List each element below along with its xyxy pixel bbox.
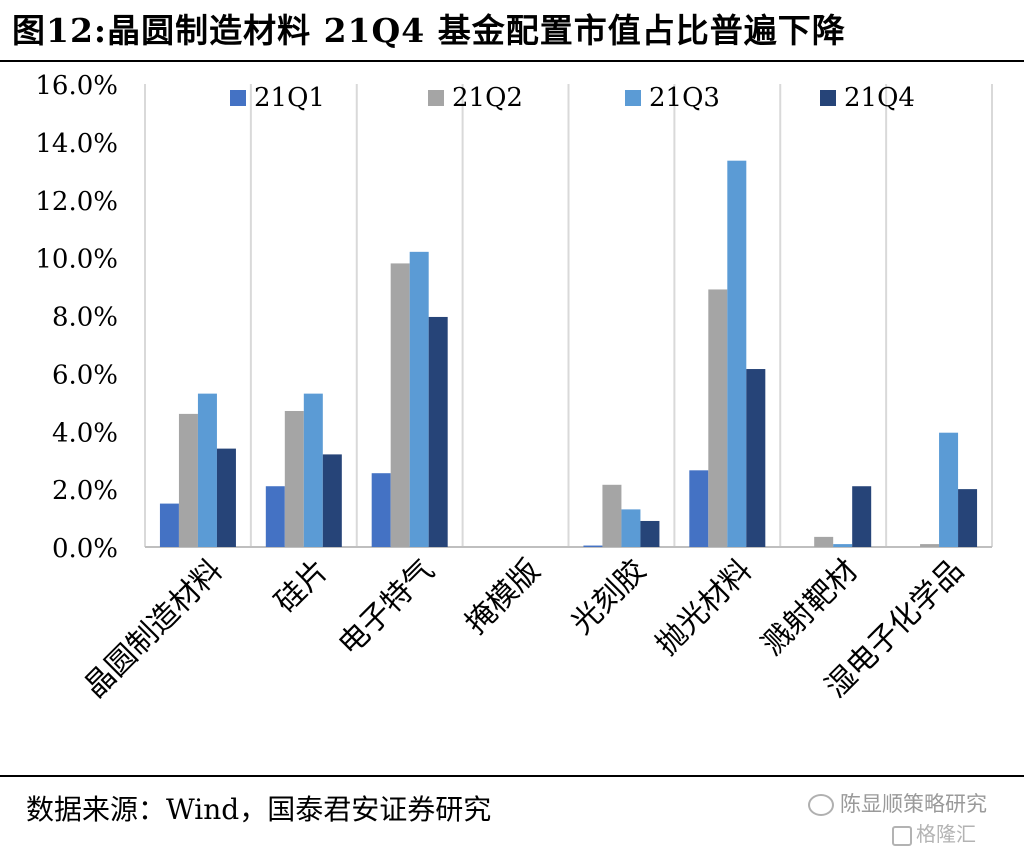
bars	[159, 160, 978, 547]
bar-21Q3-5	[727, 160, 747, 547]
bar-21Q1-4	[583, 545, 603, 547]
y-tick-label: 14.0%	[35, 129, 118, 159]
wechat-icon	[808, 794, 834, 816]
source-rule	[0, 775, 1024, 777]
bar-21Q3-0	[197, 393, 217, 547]
watermark-logo: 格隆汇	[892, 818, 976, 847]
y-tick-labels: 0.0% 2.0% 4.0% 6.0% 8.0% 10.0% 12.0% 14.0% 16.0%	[35, 71, 118, 564]
bar-21Q4-4	[640, 520, 660, 547]
grid-lines	[144, 84, 993, 547]
chart-title: 图12:晶圆制造材料 21Q4 基金配置市值占比普遍下降	[12, 11, 846, 50]
bar-21Q4-1	[322, 454, 342, 547]
bar-21Q3-2	[409, 251, 429, 547]
x-category-label: 溅射靶材	[755, 553, 865, 663]
title-rule	[0, 60, 1024, 62]
x-category-label: 硅片	[268, 553, 335, 620]
legend-label-21Q1: 21Q1	[254, 83, 325, 113]
legend-label-21Q4: 21Q4	[844, 83, 915, 113]
x-category-label: 电子特气	[332, 553, 442, 663]
bar-21Q4-7	[958, 489, 978, 547]
bar-21Q3-4	[621, 509, 641, 547]
bar-21Q4-2	[428, 316, 448, 547]
x-category-label: 光刻胶	[565, 553, 653, 641]
bar-21Q2-6	[814, 536, 834, 547]
bar-21Q2-1	[284, 410, 304, 547]
bar-21Q2-0	[178, 413, 198, 547]
y-tick-label: 6.0%	[52, 360, 118, 390]
bar-21Q3-6	[833, 544, 853, 547]
legend-swatch-21Q1	[230, 90, 246, 106]
bar-chart: 0.0% 2.0% 4.0% 6.0% 8.0% 10.0% 12.0% 14.0% 16.0%…	[35, 71, 993, 705]
bar-21Q2-4	[602, 484, 622, 547]
legend-swatch-21Q3	[625, 90, 641, 106]
y-tick-label: 0.0%	[52, 534, 118, 564]
bar-21Q2-2	[390, 263, 410, 547]
x-category-label: 晶圆制造材料	[78, 553, 230, 705]
legend-label-21Q3: 21Q3	[649, 83, 720, 113]
source-note: 数据来源：Wind，国泰君安证券研究	[26, 793, 492, 826]
bar-21Q3-7	[939, 432, 959, 547]
x-category-label: 掩模版	[459, 553, 547, 641]
x-category-label: 抛光材料	[649, 553, 759, 663]
bar-21Q4-0	[216, 448, 236, 547]
y-tick-label: 10.0%	[35, 245, 118, 275]
bar-21Q2-5	[708, 289, 728, 547]
watermark-logo-text: 格隆汇	[916, 822, 976, 846]
y-tick-label: 4.0%	[52, 418, 118, 448]
bar-21Q1-1	[265, 486, 285, 547]
logo-icon	[892, 825, 912, 846]
bar-21Q1-0	[159, 503, 179, 547]
bar-21Q4-6	[852, 486, 872, 547]
y-tick-label: 8.0%	[52, 303, 118, 333]
bar-21Q4-5	[746, 369, 766, 547]
y-tick-label: 16.0%	[35, 71, 118, 101]
legend: 21Q1 21Q2 21Q3 21Q4	[230, 83, 915, 113]
watermark: 陈显顺策略研究	[808, 788, 987, 818]
bar-21Q3-1	[303, 393, 323, 547]
bar-21Q1-2	[371, 473, 391, 547]
legend-label-21Q2: 21Q2	[452, 83, 523, 113]
y-tick-label: 12.0%	[35, 187, 118, 217]
bar-21Q2-7	[920, 544, 940, 547]
legend-swatch-21Q2	[428, 90, 444, 106]
watermark-text: 陈显顺策略研究	[840, 792, 987, 816]
bar-21Q1-5	[689, 470, 709, 547]
legend-swatch-21Q4	[820, 90, 836, 106]
y-tick-label: 2.0%	[52, 476, 118, 506]
